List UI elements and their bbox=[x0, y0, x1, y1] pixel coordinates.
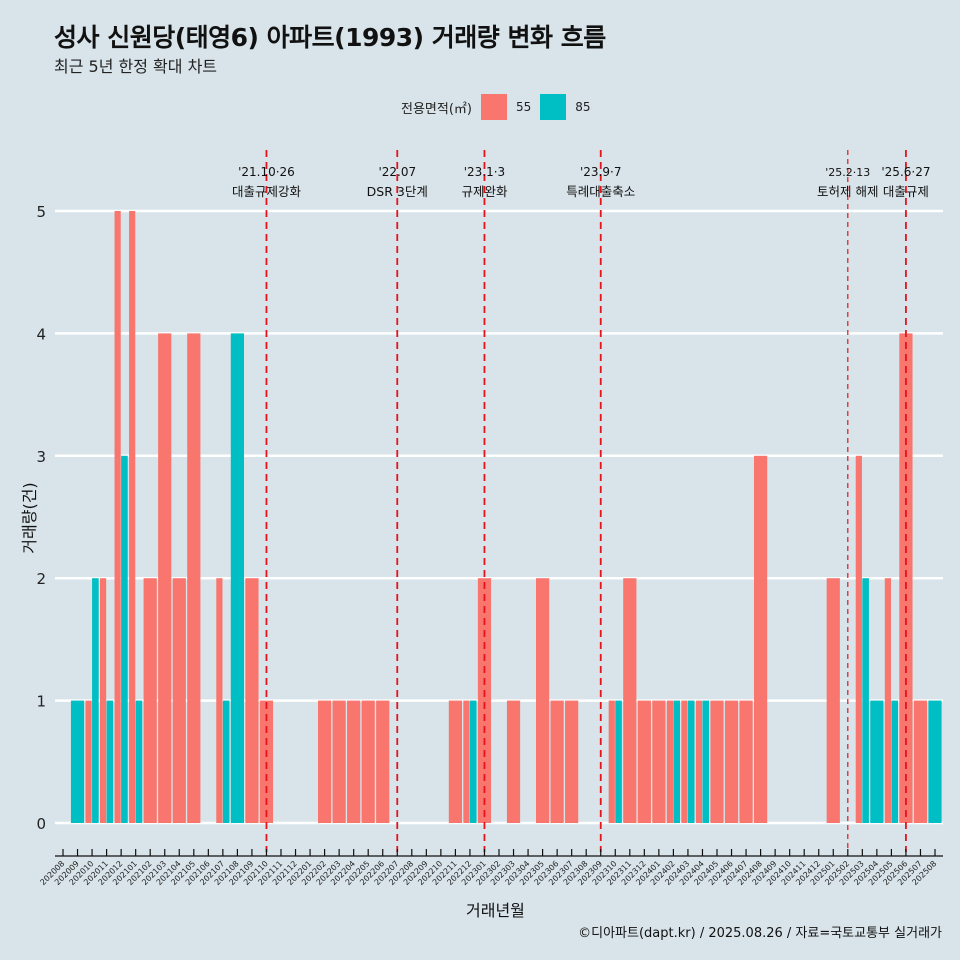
x-axis: 2020082020092020102020112020122021012021… bbox=[38, 849, 943, 887]
bar-55-202204 bbox=[347, 700, 361, 823]
bar-55-202404 bbox=[695, 700, 703, 823]
bar-55-202102 bbox=[143, 578, 157, 823]
event-date-202110: '21.10·26 bbox=[238, 165, 295, 179]
bar-85-202212 bbox=[469, 700, 477, 823]
y-tick-label-2: 2 bbox=[36, 570, 46, 588]
bar-85-202009 bbox=[70, 700, 85, 823]
bar-55-202503 bbox=[855, 455, 862, 823]
bar-55-202104 bbox=[172, 578, 186, 823]
bar-55-202408 bbox=[754, 455, 768, 823]
bar-55-202301 bbox=[477, 578, 492, 823]
event-date-202506: '25.6·27 bbox=[881, 165, 930, 179]
bar-55-202405 bbox=[710, 700, 724, 823]
bar-85-202403 bbox=[687, 700, 695, 823]
y-tick-label-4: 4 bbox=[36, 325, 46, 343]
bar-55-202403 bbox=[681, 700, 688, 823]
chart-subtitle: 최근 5년 한정 확대 차트 bbox=[54, 57, 218, 76]
bar-55-202206 bbox=[376, 700, 390, 823]
bar-55-202303 bbox=[506, 700, 521, 823]
bar-55-202402 bbox=[666, 700, 673, 823]
bar-85-202404 bbox=[702, 700, 710, 823]
bar-55-202505 bbox=[884, 578, 891, 823]
bar-85-202010 bbox=[92, 578, 99, 823]
bar-55-202011 bbox=[100, 578, 107, 823]
y-axis-title: 거래량(건) bbox=[20, 482, 39, 554]
bar-55-202205 bbox=[361, 700, 375, 823]
bar-55-202305 bbox=[536, 578, 550, 823]
bar-85-202503 bbox=[862, 578, 869, 823]
event-lines bbox=[265, 150, 907, 852]
bar-55-202506 bbox=[899, 333, 913, 823]
y-tick-label-3: 3 bbox=[36, 448, 46, 466]
bar-55-202401 bbox=[652, 700, 666, 823]
bar-55-202010 bbox=[85, 700, 92, 823]
bar-85-202310 bbox=[615, 700, 622, 823]
legend-label-85: 85 bbox=[575, 100, 591, 114]
bar-55-202212 bbox=[463, 700, 470, 823]
event-label-202110: 대출규제강화 bbox=[232, 184, 302, 199]
bar-85-202508 bbox=[928, 700, 942, 823]
source-caption: ©디아파트(dapt.kr) / 2025.08.26 / 자료=국토교통부 실… bbox=[578, 926, 942, 941]
bar-85-202402 bbox=[673, 700, 680, 823]
bar-85-202011 bbox=[106, 700, 114, 823]
event-date-202207: '22.07 bbox=[378, 165, 416, 179]
bar-55-202012 bbox=[114, 211, 121, 823]
event-annotations: '21.10·26 대출규제강화 '22.07 DSR 3단계 '23.1·3 규제완화 '… bbox=[232, 165, 931, 199]
event-date-202301: '23.1·3 bbox=[464, 165, 505, 179]
bar-55-202109 bbox=[245, 578, 259, 823]
event-label-202506: 대출규제 bbox=[883, 184, 929, 199]
legend-label-55: 55 bbox=[515, 100, 532, 114]
bar-85-202101 bbox=[135, 700, 143, 823]
bar-55-202306 bbox=[550, 700, 564, 823]
bar-55-202107 bbox=[216, 578, 223, 823]
event-date-202502: '25.2·13 bbox=[825, 166, 870, 179]
bar-55-202307 bbox=[565, 700, 579, 823]
bar-55-202211 bbox=[448, 700, 462, 823]
y-tick-label-0: 0 bbox=[36, 815, 46, 833]
bar-85-202108 bbox=[230, 333, 244, 823]
chart-title: 성사 신원당(태영6) 아파트(1993) 거래량 변화 흐름 bbox=[54, 23, 606, 52]
bar-55-202101 bbox=[129, 211, 136, 823]
bar-55-202501 bbox=[826, 578, 840, 823]
bar-85-202504 bbox=[870, 700, 884, 823]
bar-85-202012 bbox=[121, 455, 128, 823]
bar-85-202505 bbox=[891, 700, 898, 823]
event-label-202309: 특례대출축소 bbox=[566, 184, 635, 199]
bar-85-202107 bbox=[222, 700, 230, 823]
bars bbox=[70, 211, 942, 823]
event-label-202301: 규제완화 bbox=[461, 184, 508, 199]
bar-55-202507 bbox=[913, 700, 928, 823]
bar-55-202407 bbox=[739, 700, 753, 823]
legend-swatch-55 bbox=[480, 94, 507, 120]
bar-55-202202 bbox=[318, 700, 332, 823]
bar-55-202203 bbox=[332, 700, 346, 823]
legend: 전용면적(㎡) 55 85 bbox=[401, 94, 600, 120]
bar-55-202110 bbox=[259, 700, 274, 823]
x-axis-title: 거래년월 bbox=[466, 901, 525, 920]
y-tick-label-5: 5 bbox=[36, 203, 46, 221]
bar-55-202105 bbox=[187, 333, 201, 823]
event-date-202309: '23.9·7 bbox=[580, 165, 621, 179]
bar-55-202312 bbox=[637, 700, 651, 823]
legend-title: 전용면적(㎡) bbox=[401, 101, 472, 117]
bar-55-202103 bbox=[158, 333, 172, 823]
y-axis-ticks: 0 1 2 3 4 5 bbox=[36, 203, 46, 833]
grid-lines bbox=[55, 209, 943, 825]
event-label-202502: 토허제 해제 bbox=[817, 184, 878, 199]
bar-55-202406 bbox=[724, 700, 739, 823]
bar-55-202310 bbox=[608, 700, 615, 823]
legend-swatch-85 bbox=[540, 94, 567, 120]
y-tick-label-1: 1 bbox=[36, 693, 46, 711]
bar-55-202311 bbox=[623, 578, 637, 823]
event-label-202207: DSR 3단계 bbox=[367, 184, 428, 199]
